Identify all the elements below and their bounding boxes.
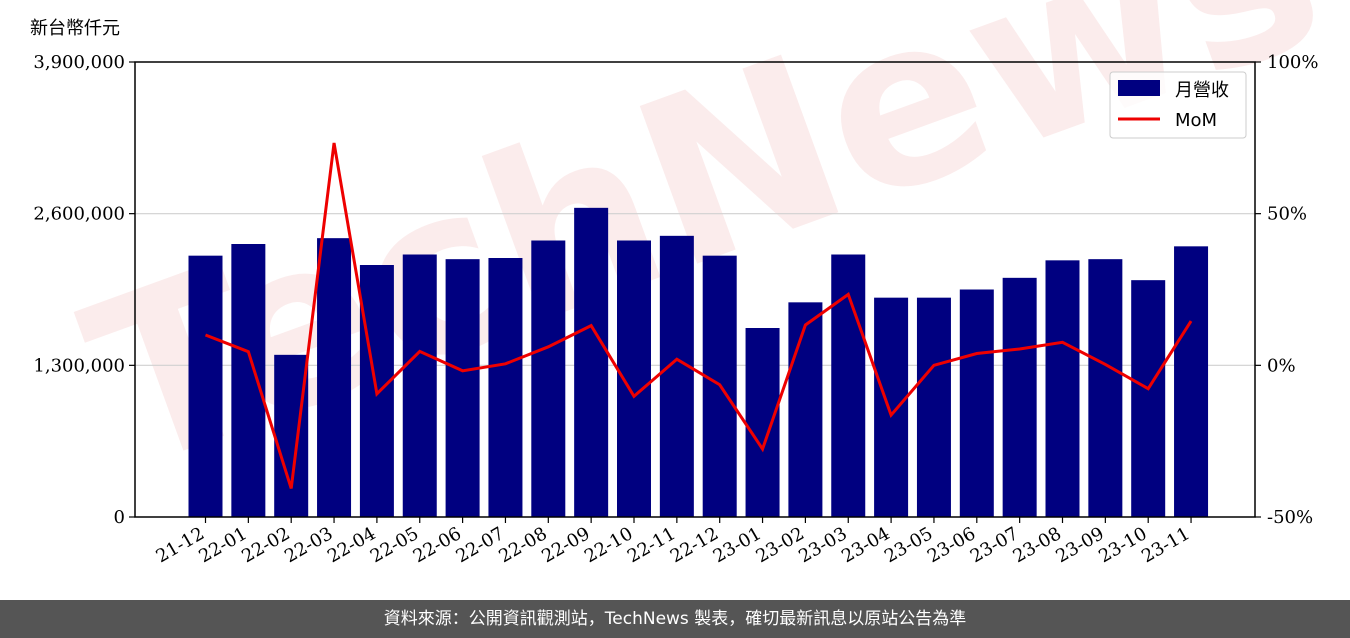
x-tick-label: 23-01 <box>710 523 765 567</box>
x-tick-label: 22-07 <box>453 523 508 567</box>
legend-label-revenue: 月營收 <box>1175 80 1229 101</box>
bar-23-04 <box>874 297 909 517</box>
legend: 月營收 MoM <box>1109 71 1247 139</box>
x-tick-label: 23-04 <box>838 523 893 567</box>
x-tick-label: 23-02 <box>752 523 807 567</box>
left-tick-label: 2,600,000 <box>33 204 125 225</box>
x-tick-label: 23-08 <box>1010 523 1065 567</box>
bar-23-08 <box>1045 260 1080 517</box>
x-tick-label: 22-05 <box>367 523 422 567</box>
x-axis: 21-1222-0122-0222-0322-0422-0522-0622-07… <box>153 517 1194 567</box>
bar-23-10 <box>1131 280 1166 517</box>
bar-23-02 <box>788 302 823 517</box>
source-footer: 資料來源：公開資訊觀測站，TechNews 製表，確切最新訊息以原站公告為準 <box>0 600 1350 638</box>
x-tick-label: 23-07 <box>967 523 1022 567</box>
bar-22-08 <box>531 240 566 517</box>
x-tick-label: 22-12 <box>667 523 722 567</box>
bar-22-01 <box>231 244 266 517</box>
left-tick-label: 3,900,000 <box>33 52 125 73</box>
x-tick-label: 23-03 <box>795 523 850 567</box>
x-tick-label: 22-10 <box>581 523 636 567</box>
bar-23-06 <box>959 289 994 517</box>
bar-23-11 <box>1174 246 1209 518</box>
legend-bar-swatch <box>1118 80 1160 96</box>
x-tick-label: 23-09 <box>1052 523 1107 567</box>
right-axis: -50% 0% 50% 100% <box>1255 52 1318 528</box>
bar-22-02 <box>274 354 309 517</box>
bar-23-01 <box>745 328 780 517</box>
left-tick-label: 1,300,000 <box>33 355 125 376</box>
x-tick-label: 22-03 <box>281 523 336 567</box>
x-tick-label: 21-12 <box>153 523 208 567</box>
bar-23-07 <box>1002 277 1037 517</box>
y-axis-unit-label: 新台幣仟元 <box>30 18 120 39</box>
bar-22-03 <box>317 238 352 517</box>
right-tick-label: -50% <box>1267 507 1313 528</box>
left-axis: 0 1,300,000 2,600,000 3,900,000 <box>33 52 135 528</box>
bar-22-07 <box>488 258 523 517</box>
right-tick-label: 50% <box>1267 204 1307 225</box>
x-tick-label: 22-11 <box>624 523 679 567</box>
x-tick-label: 22-01 <box>195 523 250 567</box>
bar-22-11 <box>659 235 694 518</box>
bar-23-09 <box>1088 259 1123 517</box>
x-tick-label: 22-04 <box>324 523 379 567</box>
x-tick-label: 22-09 <box>538 523 593 567</box>
legend-label-mom: MoM <box>1175 110 1217 131</box>
right-tick-label: 0% <box>1267 355 1296 376</box>
bar-22-06 <box>445 259 480 517</box>
left-tick-label: 0 <box>114 507 125 528</box>
bar-22-09 <box>574 207 609 518</box>
x-tick-label: 22-08 <box>495 523 550 567</box>
mom-line-series <box>204 142 1193 489</box>
bar-series <box>188 207 1209 518</box>
x-tick-label: 22-06 <box>410 523 465 567</box>
x-tick-label: 23-06 <box>924 523 979 567</box>
plot-frame <box>134 61 1256 518</box>
bar-22-05 <box>402 254 437 517</box>
right-tick-label: 100% <box>1267 52 1318 73</box>
x-tick-label: 23-10 <box>1095 523 1150 567</box>
bar-23-05 <box>916 297 951 517</box>
x-tick-label: 22-02 <box>238 523 293 567</box>
bar-21-12 <box>188 255 223 517</box>
x-tick-label: 23-05 <box>881 523 936 567</box>
x-tick-label: 23-11 <box>1138 523 1193 567</box>
